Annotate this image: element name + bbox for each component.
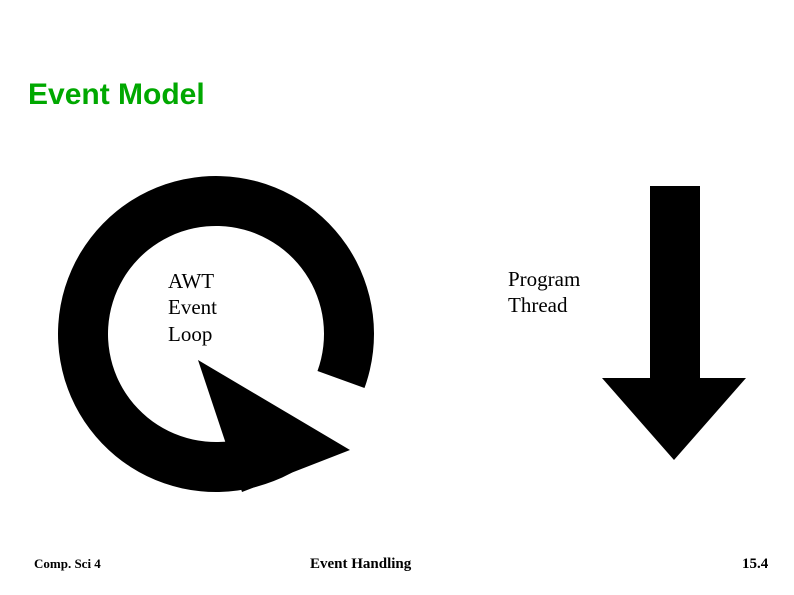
event-loop-arrowhead <box>198 360 350 492</box>
footer-topic: Event Handling <box>310 556 411 573</box>
event-loop-label: AWT Event Loop <box>168 268 217 347</box>
program-thread-label: Program Thread <box>508 266 580 319</box>
footer-page-number: 15.4 <box>742 556 768 573</box>
slide-title: Event Model <box>28 78 205 112</box>
program-thread-arrow <box>602 186 746 460</box>
footer-course: Comp. Sci 4 <box>34 556 101 572</box>
